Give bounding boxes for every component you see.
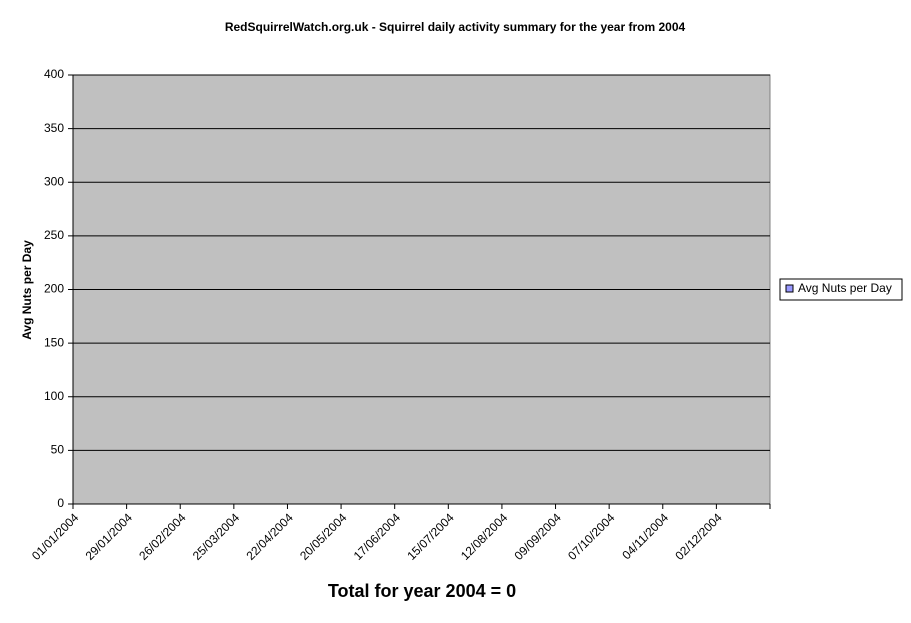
y-tick-label: 100 [44,389,64,403]
legend-label: Avg Nuts per Day [798,281,892,295]
x-tick-label: 12/08/2004 [458,510,511,563]
y-tick-label: 250 [44,228,64,242]
y-axis-title: Avg Nuts per Day [20,240,34,340]
y-tick-label: 50 [51,443,65,457]
x-tick-label: 04/11/2004 [619,510,671,562]
x-tick-label: 07/10/2004 [565,510,618,563]
x-tick-label: 02/12/2004 [672,510,725,563]
y-tick-label: 400 [44,67,64,81]
x-tick-label: 01/01/2004 [29,510,82,563]
y-tick-label: 300 [44,174,64,188]
x-axis-title: Total for year 2004 = 0 [328,581,516,601]
x-tick-label: 25/03/2004 [190,510,243,563]
x-tick-label: 20/05/2004 [297,510,350,563]
y-tick-label: 0 [57,496,64,510]
x-tick-label: 15/07/2004 [404,510,457,563]
x-tick-label: 29/01/2004 [83,510,136,563]
x-tick-label: 22/04/2004 [243,510,296,563]
y-tick-label: 150 [44,335,64,349]
chart-title: RedSquirrelWatch.org.uk - Squirrel daily… [225,20,686,34]
legend-swatch [785,284,794,293]
x-tick-label: 17/06/2004 [351,510,404,563]
x-tick-label: 09/09/2004 [512,510,565,563]
legend-box [779,278,903,301]
y-tick-label: 200 [44,282,64,296]
y-tick-label: 350 [44,121,64,135]
x-tick-label: 26/02/2004 [136,510,189,563]
